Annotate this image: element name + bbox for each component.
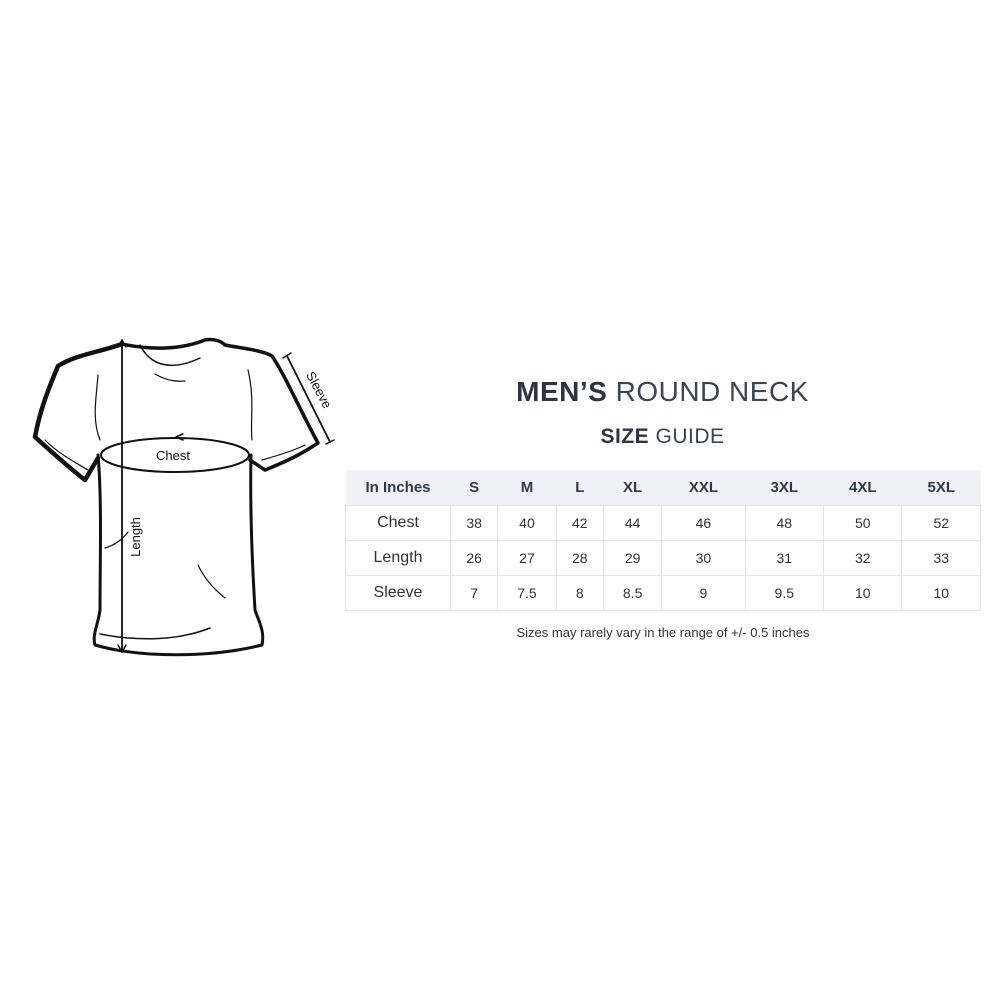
table-cell: 28 xyxy=(555,540,604,576)
table-cell: 31 xyxy=(744,540,825,576)
header-size: 3XL xyxy=(745,470,824,506)
table-row: Chest 38 40 42 44 46 48 50 52 xyxy=(345,505,981,541)
size-table: In Inches S M L XL XXL 3XL 4XL 5XL Chest… xyxy=(345,470,981,611)
row-label: Length xyxy=(345,540,451,576)
table-cell: 26 xyxy=(449,540,499,576)
table-row: Length 26 27 28 29 30 31 32 33 xyxy=(345,540,981,576)
table-cell: 29 xyxy=(602,540,663,576)
header-size: L xyxy=(556,470,604,506)
header-size: S xyxy=(450,470,498,506)
table-cell: 32 xyxy=(823,540,903,576)
tshirt-diagram: Chest Length Sleeve xyxy=(32,337,335,657)
header-corner: In Inches xyxy=(345,470,451,506)
sleeve-measure-line xyxy=(286,355,331,443)
table-cell: 27 xyxy=(497,540,557,576)
table-cell: 46 xyxy=(661,505,746,541)
header-size: XL xyxy=(603,470,662,506)
table-cell: 7.5 xyxy=(497,575,557,611)
page-subtitle: SIZE GUIDE xyxy=(345,425,980,449)
chest-label: Chest xyxy=(156,448,190,463)
table-cell: 33 xyxy=(901,540,981,576)
table-cell: 8 xyxy=(555,575,604,611)
table-cell: 10 xyxy=(823,575,903,611)
title-bold: MEN’S xyxy=(516,376,608,407)
title-rest: ROUND NECK xyxy=(615,376,809,407)
table-cell: 8.5 xyxy=(602,575,663,611)
row-label: Chest xyxy=(345,505,451,541)
table-cell: 30 xyxy=(661,540,746,576)
chest-arrow-icon xyxy=(175,433,184,441)
table-cell: 40 xyxy=(497,505,557,541)
table-cell: 42 xyxy=(555,505,604,541)
table-cell: 9.5 xyxy=(744,575,825,611)
table-cell: 9 xyxy=(661,575,746,611)
subtitle-bold: SIZE xyxy=(600,425,650,448)
chest-measure-ellipse xyxy=(100,437,250,473)
header-size: M xyxy=(497,470,557,506)
tshirt-outline-icon xyxy=(32,337,320,657)
table-cell: 48 xyxy=(744,505,825,541)
row-label: Sleeve xyxy=(345,575,451,611)
table-row: Sleeve 7 7.5 8 8.5 9 9.5 10 10 xyxy=(345,575,981,611)
sleeve-label: Sleeve xyxy=(303,369,335,411)
page-title: MEN’S ROUND NECK xyxy=(345,376,980,408)
table-cell: 50 xyxy=(823,505,903,541)
header-size: XXL xyxy=(661,470,746,506)
header-size: 5XL xyxy=(901,470,981,506)
table-cell: 52 xyxy=(901,505,981,541)
table-cell: 7 xyxy=(449,575,499,611)
subtitle-rest: GUIDE xyxy=(655,425,725,448)
size-note: Sizes may rarely vary in the range of +/… xyxy=(516,625,810,640)
header-size: 4XL xyxy=(823,470,902,506)
table-cell: 44 xyxy=(602,505,663,541)
length-label: Length xyxy=(128,517,143,557)
table-cell: 10 xyxy=(901,575,981,611)
table-header-row: In Inches S M L XL XXL 3XL 4XL 5XL xyxy=(345,470,981,506)
table-cell: 38 xyxy=(449,505,499,541)
